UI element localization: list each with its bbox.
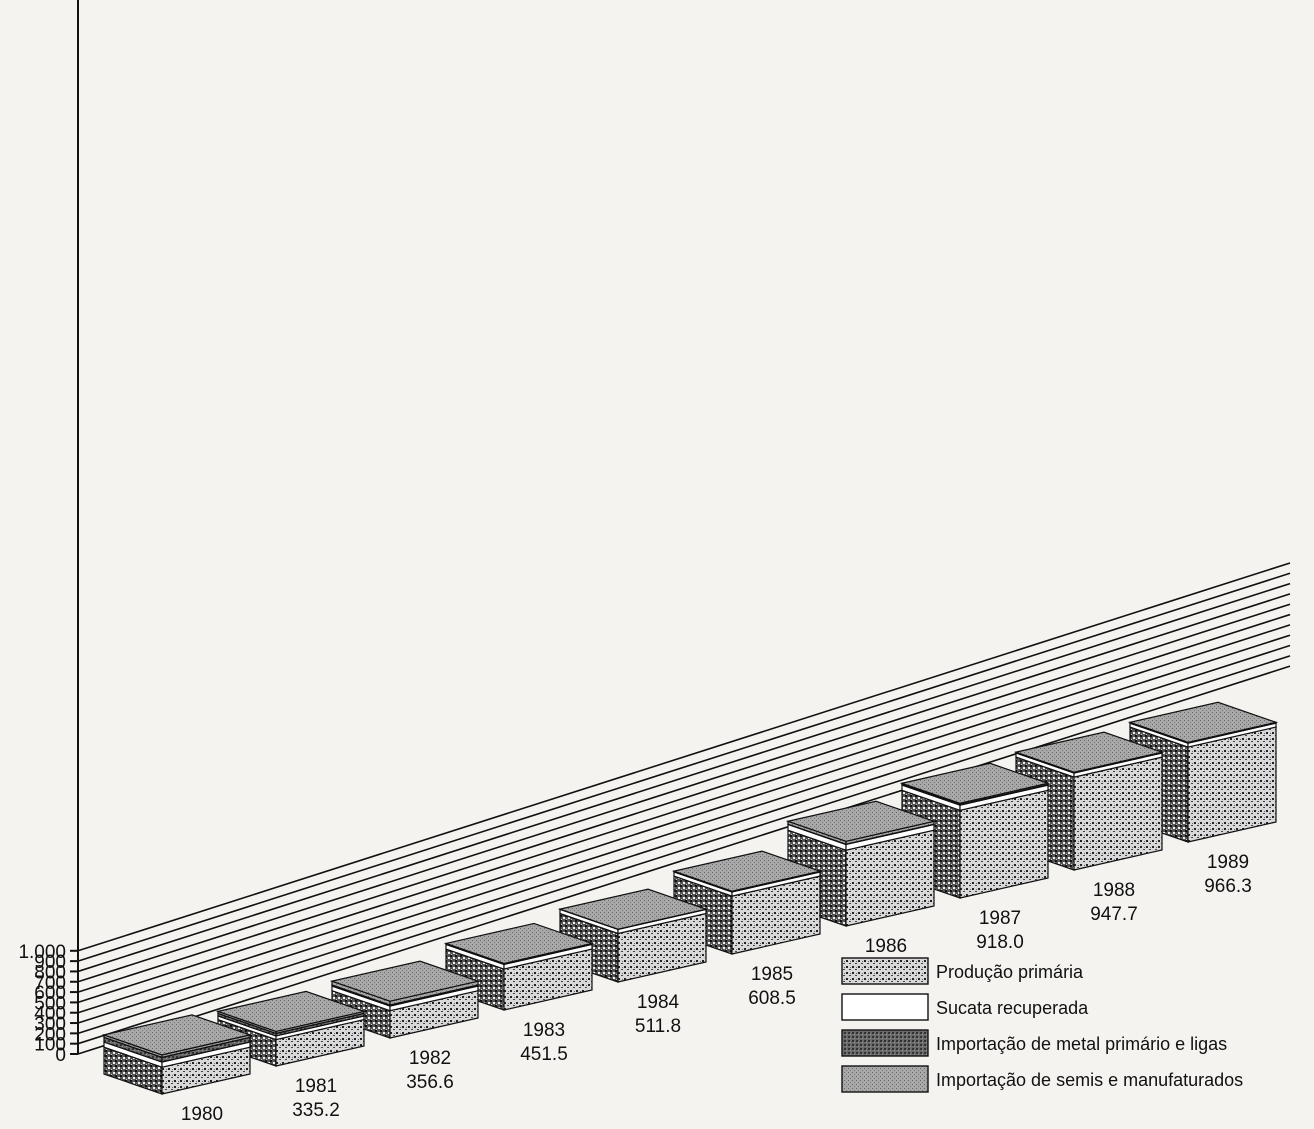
y-tick-label: 900 bbox=[34, 952, 66, 973]
gridline bbox=[77, 562, 1291, 952]
y-tick-label: 400 bbox=[34, 1004, 66, 1025]
legend-item: Importação de semis e manufaturados bbox=[841, 1065, 1243, 1093]
bar-top bbox=[101, 1014, 253, 1056]
year-label: 1985 bbox=[751, 964, 793, 985]
bar-top bbox=[785, 800, 937, 842]
gridline bbox=[77, 634, 1291, 1024]
gridline bbox=[77, 655, 1291, 1045]
year-label: 1986 bbox=[865, 936, 907, 957]
gridline bbox=[77, 624, 1291, 1014]
gridline bbox=[77, 644, 1291, 1035]
legend-item: Produção primária bbox=[841, 957, 1084, 985]
legend-swatch bbox=[841, 1029, 929, 1057]
y-tick-label: 100 bbox=[34, 1035, 66, 1056]
grid-lines bbox=[77, 562, 1291, 1055]
gridline bbox=[77, 603, 1291, 993]
bar-top bbox=[1013, 731, 1165, 773]
legend-swatch bbox=[841, 957, 929, 985]
bar-top bbox=[215, 990, 367, 1033]
bars bbox=[101, 701, 1279, 1095]
total-label: 511.8 bbox=[635, 1016, 681, 1037]
bar-top bbox=[671, 850, 823, 892]
legend: Produção primária Sucata recuperada Import… bbox=[841, 957, 1243, 1093]
gridline bbox=[77, 593, 1291, 983]
bar-top bbox=[329, 960, 481, 1002]
year-label: 1983 bbox=[523, 1020, 565, 1041]
total-label: 608.5 bbox=[748, 988, 796, 1009]
bar-1984 bbox=[557, 888, 709, 983]
y-tick-label: 800 bbox=[34, 962, 66, 983]
bar-top bbox=[443, 922, 595, 965]
legend-label: Importação de semis e manufaturados bbox=[936, 1070, 1243, 1090]
year-label: 1980 bbox=[181, 1104, 223, 1125]
y-tick-label: 200 bbox=[34, 1024, 66, 1045]
gridline bbox=[77, 572, 1291, 962]
legend-label: Sucata recuperada bbox=[936, 998, 1089, 1018]
year-label: 1981 bbox=[295, 1076, 337, 1097]
total-label: 356.6 bbox=[406, 1072, 454, 1093]
total-label: 918.0 bbox=[976, 932, 1024, 953]
y-tick-label: 300 bbox=[34, 1014, 66, 1035]
year-label: 1987 bbox=[979, 908, 1021, 929]
legend-swatch bbox=[841, 993, 929, 1021]
total-label: 451.5 bbox=[520, 1044, 568, 1065]
gridline bbox=[77, 665, 1291, 1055]
bar-top bbox=[557, 888, 709, 930]
year-label: 1982 bbox=[409, 1048, 451, 1069]
legend-label: Produção primária bbox=[936, 962, 1084, 982]
gridline bbox=[77, 582, 1291, 973]
total-label: 335.2 bbox=[292, 1100, 340, 1121]
year-label: 1989 bbox=[1207, 852, 1249, 873]
y-tick-label: 500 bbox=[34, 993, 66, 1014]
y-tick-label: 0 bbox=[55, 1045, 66, 1066]
gridline bbox=[77, 613, 1291, 1004]
total-label: 966.3 bbox=[1204, 876, 1252, 897]
bar-labels: 1989966.31988947.71987918.01986821.51985… bbox=[178, 852, 1252, 1129]
bar-top bbox=[1127, 701, 1279, 743]
bar-1982 bbox=[329, 960, 481, 1039]
y-tick-label: 1.000 bbox=[18, 942, 66, 963]
bar-top bbox=[899, 762, 1051, 804]
bar-1980 bbox=[101, 1014, 253, 1095]
legend-label: Importação de metal primário e ligas bbox=[936, 1034, 1227, 1054]
legend-swatch bbox=[841, 1065, 929, 1093]
y-tick-label: 600 bbox=[34, 983, 66, 1004]
total-label: 947.7 bbox=[1090, 904, 1138, 925]
y-tick-label: 700 bbox=[34, 973, 66, 994]
legend-item: Importação de metal primário e ligas bbox=[841, 1029, 1227, 1057]
legend-item: Sucata recuperada bbox=[841, 993, 1089, 1021]
year-label: 1984 bbox=[637, 992, 680, 1013]
year-label: 1988 bbox=[1093, 880, 1135, 901]
